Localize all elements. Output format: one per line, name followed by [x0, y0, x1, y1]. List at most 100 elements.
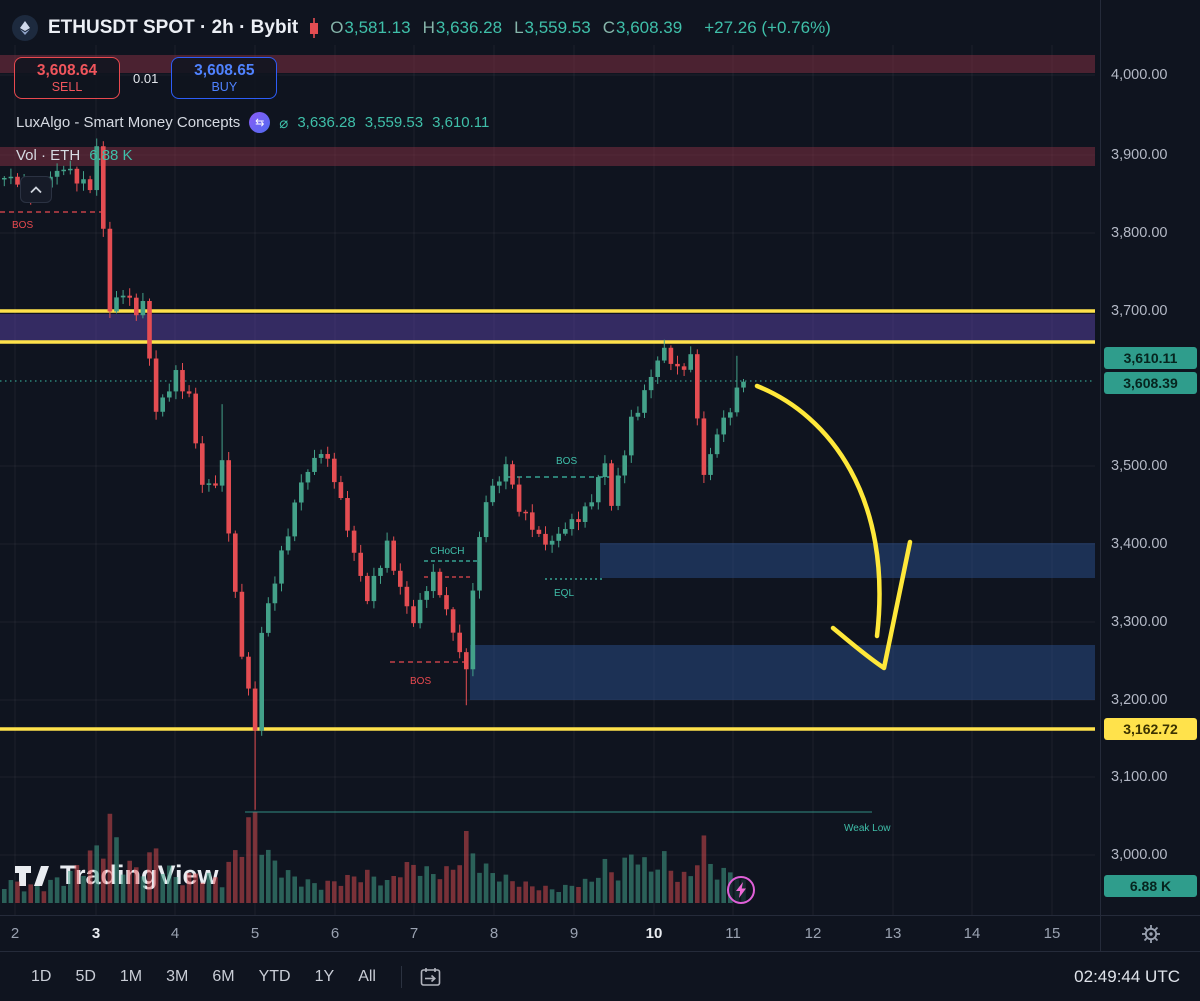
- indicator-value: 3,636.28: [297, 113, 356, 131]
- candle-icon: [310, 17, 319, 38]
- volume-value: 6.88 K: [89, 147, 133, 164]
- price-axis-label: 3,700.00: [1111, 303, 1168, 319]
- go-to-date-button[interactable]: [416, 963, 445, 991]
- price-axis[interactable]: 4,000.00 3,900.00 3,800.00 3,700.00 3,500.00…: [1100, 0, 1200, 915]
- range-button-ytd[interactable]: YTD: [248, 962, 302, 992]
- annotation-eql: EQL: [554, 588, 574, 599]
- session-clock[interactable]: 02:49:44 UTC: [1074, 966, 1180, 986]
- refresh-icon[interactable]: ⇆: [249, 112, 271, 133]
- price-axis-label: 4,000.00: [1111, 67, 1168, 83]
- demand-zone-blue: [470, 645, 1095, 700]
- price-badge: 3,610.11: [1104, 347, 1197, 369]
- chart-canvas[interactable]: BOS BOS CHoCH EQL BOS Weak Low: [0, 0, 1100, 950]
- ohlc-value: 3,559.53: [524, 17, 591, 37]
- ohlc-value: 3,636.28: [435, 17, 503, 37]
- ohlc-prefix: H: [422, 17, 435, 37]
- collapse-legend-button[interactable]: [20, 176, 52, 203]
- indicator-value: 3,610.11: [432, 113, 490, 131]
- bottom-toolbar: 1D 5D 1M 3M 6M YTD 1Y All 02:49:44 UTC: [0, 951, 1200, 1001]
- price-badge: 3,162.72: [1104, 718, 1197, 740]
- range-button-6m[interactable]: 6M: [201, 962, 245, 992]
- ohlc-readout: O3,581.13 H3,636.28 L3,559.53 C3,608.39: [330, 18, 694, 38]
- time-axis-label: 5: [250, 925, 260, 942]
- drawn-arrow: [830, 539, 913, 671]
- price-axis-label: 3,300.00: [1111, 614, 1168, 630]
- flash-icon[interactable]: [727, 876, 755, 904]
- symbol-title[interactable]: ETHUSDT SPOT · 2h · Bybit: [48, 16, 299, 38]
- annotation-weak_low: Weak Low: [844, 823, 891, 834]
- time-axis-label: 14: [963, 925, 981, 942]
- drawn-arrow: [754, 383, 882, 639]
- indicator-values-prefix: ⌀: [279, 114, 289, 132]
- buy-button[interactable]: 3,608.65 BUY: [171, 57, 278, 99]
- indicator-legend[interactable]: LuxAlgo - Smart Money Concepts ⇆ ⌀ 3,636…: [16, 112, 489, 133]
- buy-label: BUY: [211, 79, 238, 94]
- sell-label: SELL: [51, 79, 83, 94]
- ohlc-prefix: O: [330, 17, 344, 37]
- volume-label: Vol · ETH: [16, 147, 81, 164]
- toolbar-divider: [400, 965, 402, 988]
- time-axis-label: 3: [91, 925, 101, 942]
- time-axis-label: 12: [804, 925, 822, 942]
- price-axis-label: 3,200.00: [1111, 692, 1168, 708]
- time-axis[interactable]: 2 3 4 5 6 7 8 9 10 11 12 13 14 15: [0, 915, 1100, 952]
- watermark-text: TradingView: [60, 860, 219, 890]
- annotation-bos_top: BOS: [12, 220, 33, 231]
- time-axis-label: 8: [489, 925, 499, 942]
- range-button-1d[interactable]: 1D: [20, 962, 62, 992]
- ohlc-item: C3,608.39: [603, 18, 682, 38]
- sell-button[interactable]: 3,608.64 SELL: [14, 57, 120, 99]
- time-axis-label: 9: [569, 925, 579, 942]
- ohlc-value: 3,581.13: [344, 17, 411, 37]
- demand-zone-blue: [600, 543, 1095, 578]
- range-button-3m[interactable]: 3M: [155, 962, 199, 992]
- indicator-value: 3,559.53: [364, 113, 424, 131]
- ohlc-value: 3,608.39: [616, 17, 683, 37]
- supply-zone-purple: [0, 314, 1095, 341]
- axis-corner: [1100, 915, 1200, 952]
- tradingview-watermark: TradingView: [14, 860, 219, 891]
- annotation-bos_low: BOS: [410, 676, 431, 687]
- ohlc-prefix: C: [602, 17, 616, 37]
- annotation-choch: CHoCH: [430, 546, 464, 557]
- gear-icon[interactable]: [1141, 924, 1161, 944]
- annotation-bos_mid: BOS: [556, 456, 577, 467]
- ohlc-item: L3,559.53: [514, 18, 591, 38]
- volume-legend: Vol · ETH 6.88 K: [16, 147, 133, 164]
- price-axis-label: 3,000.00: [1111, 847, 1168, 863]
- price-change: +27.26 (+0.76%): [704, 17, 831, 37]
- calendar-icon: [420, 967, 441, 986]
- chevron-up-icon: [30, 185, 42, 193]
- chart-header: ETHUSDT SPOT · 2h · Bybit O3,581.13 H3,63…: [0, 0, 1100, 55]
- ohlc-item: O3,581.13: [330, 18, 410, 38]
- indicator-name: LuxAlgo - Smart Money Concepts: [16, 114, 241, 131]
- time-axis-label: 4: [170, 925, 180, 942]
- time-axis-label: 13: [884, 925, 902, 942]
- price-axis-label: 3,400.00: [1111, 536, 1168, 552]
- range-button-1y[interactable]: 1Y: [304, 962, 346, 992]
- range-button-all[interactable]: All: [347, 962, 387, 992]
- range-selector: 1D 5D 1M 3M 6M YTD 1Y All: [20, 962, 387, 992]
- indicator-values: ⌀ 3,636.28 3,559.53 3,610.11: [279, 114, 489, 132]
- range-button-5d[interactable]: 5D: [64, 962, 106, 992]
- time-axis-label: 2: [10, 925, 20, 942]
- tradingview-logo-icon: [15, 865, 49, 886]
- spread-value: 0.01: [133, 70, 159, 86]
- eth-logo-icon: [12, 14, 38, 41]
- buy-price: 3,608.65: [194, 61, 255, 79]
- ohlc-prefix: L: [514, 17, 524, 37]
- time-axis-label: 6: [330, 925, 340, 942]
- time-axis-label: 15: [1043, 925, 1061, 942]
- price-badge: 3,608.39: [1104, 372, 1197, 394]
- sell-price: 3,608.64: [36, 61, 98, 79]
- time-axis-label: 10: [645, 925, 663, 942]
- trade-panel: 3,608.64 SELL 0.01 3,608.65 BUY: [14, 57, 278, 99]
- price-axis-label: 3,900.00: [1111, 147, 1168, 163]
- range-button-1m[interactable]: 1M: [109, 962, 153, 992]
- price-axis-label: 3,800.00: [1111, 225, 1168, 241]
- price-axis-label: 3,100.00: [1111, 769, 1168, 785]
- price-badge: 6.88 K: [1104, 875, 1197, 897]
- price-axis-label: 3,500.00: [1111, 458, 1168, 474]
- time-axis-label: 11: [725, 925, 741, 942]
